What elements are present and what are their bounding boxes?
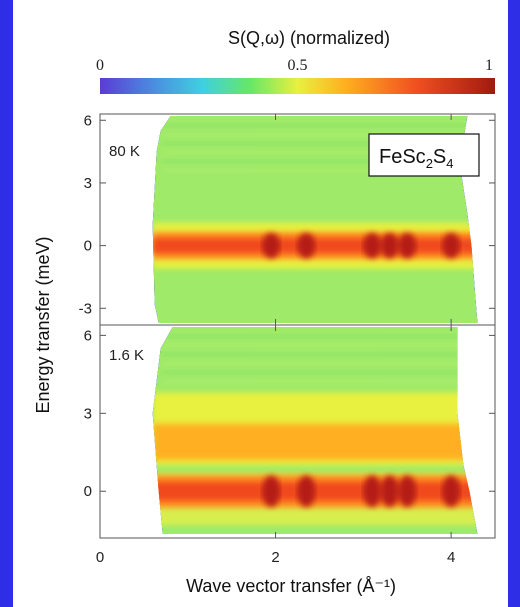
noise-band bbox=[162, 371, 468, 374]
intensity-peak bbox=[297, 233, 316, 259]
panel-1-6k bbox=[152, 327, 478, 534]
intensity-peak bbox=[398, 233, 417, 259]
noise-band bbox=[162, 344, 468, 347]
intensity-peak bbox=[380, 233, 399, 259]
noise-band bbox=[162, 142, 468, 145]
colorbar-title: S(Q,ω) (normalized) bbox=[228, 28, 390, 48]
compound-label: FeSc2S4 bbox=[368, 133, 480, 177]
colorbar-tick-label: 0.5 bbox=[288, 57, 308, 74]
intensity-peak bbox=[380, 475, 399, 507]
noise-band bbox=[162, 335, 468, 338]
intensity-peak bbox=[297, 475, 316, 507]
colorbar-tick-label: 1 bbox=[485, 57, 493, 74]
y-tick-label: 3 bbox=[84, 405, 92, 422]
intensity-peak bbox=[363, 475, 382, 507]
temperature-label-bottom: 1.6 K bbox=[109, 347, 144, 364]
intensity-peak bbox=[363, 233, 382, 259]
colorbar-ticks: 0 0.5 1 bbox=[96, 57, 493, 74]
noise-band bbox=[162, 133, 468, 136]
x-axis-title: Wave vector transfer (Å⁻¹) bbox=[186, 576, 396, 596]
svg-text:FeSc2S4: FeSc2S4 bbox=[379, 146, 454, 171]
noise-band bbox=[162, 362, 468, 365]
intensity-peak bbox=[442, 233, 461, 259]
noise-band bbox=[162, 353, 468, 356]
intensity-peak bbox=[398, 475, 417, 507]
colorbar bbox=[100, 78, 495, 94]
x-tick-label: 4 bbox=[447, 549, 455, 566]
x-tick-label: 0 bbox=[96, 549, 104, 566]
panel-bottom-frame bbox=[99, 324, 496, 539]
noise-band bbox=[162, 124, 468, 127]
intensity-peak bbox=[442, 475, 461, 507]
y-tick-label: 6 bbox=[84, 327, 92, 344]
y-tick-label: 0 bbox=[84, 483, 92, 500]
y-tick-label: 3 bbox=[84, 175, 92, 192]
intensity-peak bbox=[262, 233, 281, 259]
noise-band bbox=[162, 380, 468, 383]
noise-band bbox=[162, 160, 468, 163]
inelastic-band bbox=[152, 423, 478, 461]
y-tick-label: 0 bbox=[84, 238, 92, 255]
y-axis-title: Energy transfer (meV) bbox=[33, 236, 53, 413]
temperature-label-top: 80 K bbox=[109, 143, 140, 160]
x-tick-label: 2 bbox=[271, 549, 279, 566]
intensity-peak bbox=[262, 475, 281, 507]
figure-panel: S(Q,ω) (normalized) 0 0.5 1 6 3 0 -3 6 3 0 0 2 4 80… bbox=[13, 0, 508, 607]
colorbar-tick-label: 0 bbox=[96, 57, 104, 74]
y-tick-label: -3 bbox=[79, 300, 92, 317]
noise-band bbox=[162, 169, 468, 172]
y-tick-label: 6 bbox=[84, 112, 92, 129]
noise-band bbox=[162, 151, 468, 154]
